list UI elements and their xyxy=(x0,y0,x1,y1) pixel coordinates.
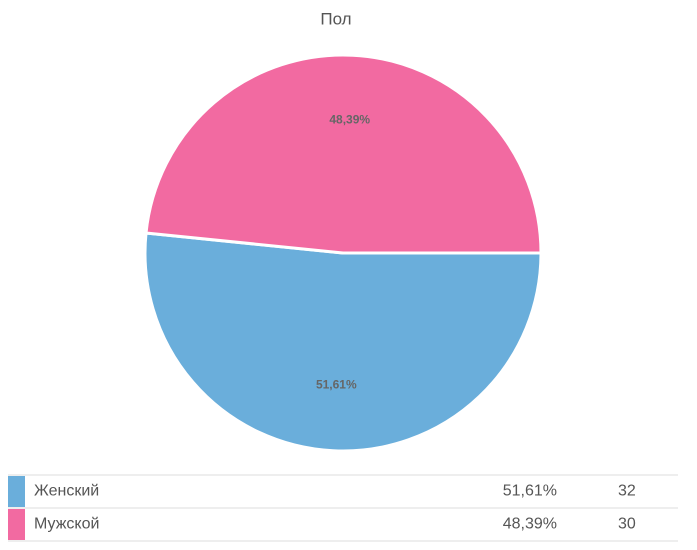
legend-label: Женский xyxy=(34,483,99,500)
pie-slice xyxy=(143,231,543,453)
legend-swatch xyxy=(8,476,25,507)
legend-swatch xyxy=(8,509,25,540)
legend-label: Мужской xyxy=(34,516,99,533)
legend-count: 30 xyxy=(618,516,636,533)
pie-slice xyxy=(144,53,543,255)
legend-percent: 48,39% xyxy=(503,516,557,533)
slice-label: 48,39% xyxy=(329,113,370,127)
legend-count: 32 xyxy=(618,483,636,500)
slice-label: 51,61% xyxy=(316,378,357,392)
chart-title: Пол xyxy=(320,9,351,28)
legend-percent: 51,61% xyxy=(503,483,557,500)
